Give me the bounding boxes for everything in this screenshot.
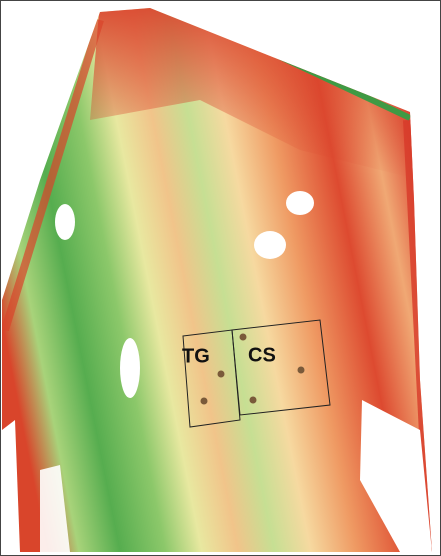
zone-label: TG	[182, 345, 210, 367]
sample-point	[298, 367, 305, 374]
yield-map: TG CS	[0, 0, 441, 556]
sample-point	[250, 397, 257, 404]
sample-point	[218, 371, 225, 378]
sample-point	[240, 334, 247, 341]
sample-point	[201, 398, 208, 405]
zone-label: CS	[248, 344, 276, 366]
